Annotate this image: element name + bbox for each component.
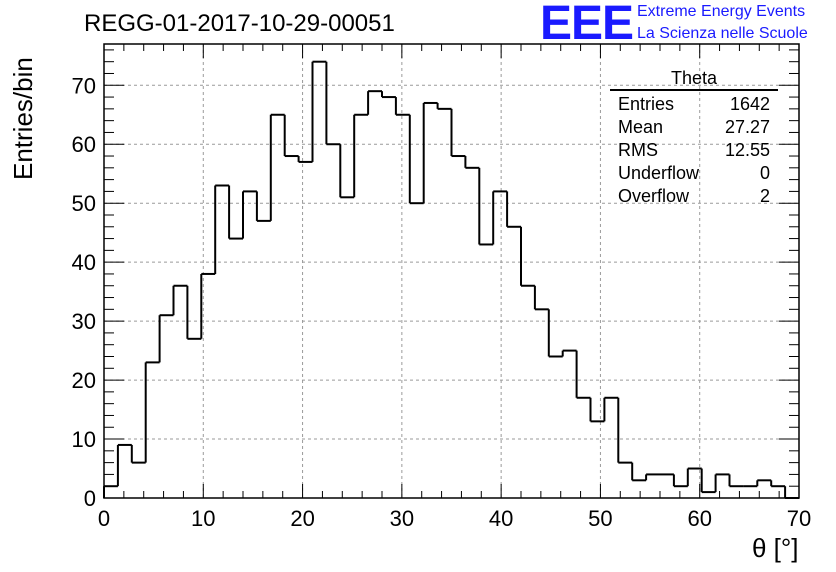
y-tick-label: 50 <box>72 191 96 216</box>
x-tick-label: 0 <box>98 506 110 531</box>
histogram-series <box>103 60 799 499</box>
y-tick-label: 40 <box>72 250 96 275</box>
y-tick-label: 70 <box>72 73 96 98</box>
stats-value: 1642 <box>729 94 770 114</box>
x-tick-label: 20 <box>290 506 314 531</box>
stats-label: Mean <box>618 117 664 137</box>
stats-label: Overflow <box>618 186 690 206</box>
x-tick-label: 40 <box>489 506 513 531</box>
x-tick-label: 30 <box>390 506 414 531</box>
y-tick-label: 10 <box>72 427 96 452</box>
stats-row-overflow: Overflow 2 <box>610 185 778 208</box>
stats-value: 27.27 <box>724 117 770 137</box>
stats-row-mean: Mean 27.27 <box>610 116 778 139</box>
stats-label: Entries <box>618 94 675 114</box>
y-axis-label: Entries/bin <box>8 57 38 180</box>
stats-row-rms: RMS 12.55 <box>610 139 778 162</box>
y-tick-label: 0 <box>84 486 96 511</box>
stats-row-underflow: Underflow 0 <box>610 162 778 185</box>
y-tick-label: 20 <box>72 368 96 393</box>
stats-box: Theta Entries 1642 Mean 27.27 RMS 12.55 … <box>610 68 778 208</box>
plot-frame <box>103 43 800 499</box>
stats-title: Theta <box>670 68 718 88</box>
y-tick-label: 30 <box>72 309 96 334</box>
x-tick-label: 10 <box>191 506 215 531</box>
axis-ticks <box>103 44 800 499</box>
x-tick-label: 60 <box>687 506 711 531</box>
y-tick-label: 60 <box>72 132 96 157</box>
x-tick-label: 50 <box>588 506 612 531</box>
eee-logo: EEE <box>540 0 634 50</box>
stats-label: Underflow <box>618 163 700 183</box>
grid-lines <box>104 44 799 498</box>
chart-title: REGG-01-2017-10-29-00051 <box>84 10 395 37</box>
x-tick-label: 70 <box>787 506 811 531</box>
logo-line-1: Extreme Energy Events <box>637 3 806 20</box>
stats-label: RMS <box>618 140 658 160</box>
stats-value: 0 <box>759 163 770 183</box>
logo-line-2: La Scienza nelle Scuole <box>637 25 808 42</box>
stats-value: 12.55 <box>724 140 770 160</box>
stats-value: 2 <box>759 186 770 206</box>
stats-row-entries: Entries 1642 <box>610 93 778 116</box>
x-axis-label: θ [°] <box>752 533 799 563</box>
stats-divider <box>610 89 778 91</box>
